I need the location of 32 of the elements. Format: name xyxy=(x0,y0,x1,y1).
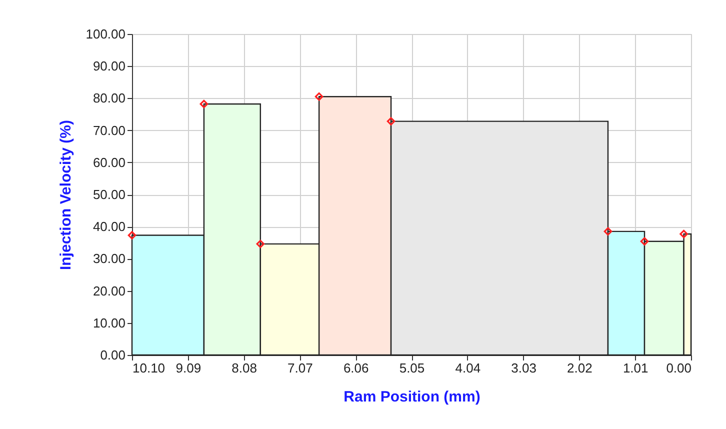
point xyxy=(640,237,649,246)
y-tick-label: 80.00 xyxy=(92,90,126,106)
x-tick-label: 3.03 xyxy=(511,360,536,376)
y-tick-label: 40.00 xyxy=(92,219,126,234)
y-tick-label: 20.00 xyxy=(92,283,126,298)
y-tick-label: 70.00 xyxy=(92,122,126,138)
point xyxy=(200,100,208,108)
x-tick-label: 1.01 xyxy=(622,360,648,376)
point xyxy=(604,227,612,236)
y-tick-label: 0.00 xyxy=(100,348,126,362)
x-tick-label: 5.05 xyxy=(399,360,425,376)
x-tick-label: 7.07 xyxy=(288,360,313,376)
point xyxy=(386,117,396,126)
y-axis-title: Injection Velocity (%) xyxy=(58,120,75,270)
x-tick-label: 10.10 xyxy=(132,360,166,376)
x-tick-label: 6.06 xyxy=(343,360,369,376)
y-tick-label: 10.00 xyxy=(92,315,126,330)
y-tick-label: 60.00 xyxy=(92,154,126,170)
y-tick-label: 30.00 xyxy=(92,251,126,266)
x-tick-label: 2.02 xyxy=(567,360,592,376)
y-tick-label: 50.00 xyxy=(92,187,126,202)
point xyxy=(256,240,265,248)
point xyxy=(128,231,136,240)
point xyxy=(680,230,688,238)
x-axis-title: Ram Position (mm) xyxy=(344,388,480,406)
x-tick-label: 8.08 xyxy=(232,360,257,376)
x-tick-label: 0.00 xyxy=(666,360,692,376)
y-tick-label: 90.00 xyxy=(92,58,126,74)
point xyxy=(314,92,324,101)
y-tick-label: 100.00 xyxy=(86,26,126,42)
x-tick-label: 4.04 xyxy=(455,360,481,376)
x-tick-label: 9.09 xyxy=(176,360,202,376)
